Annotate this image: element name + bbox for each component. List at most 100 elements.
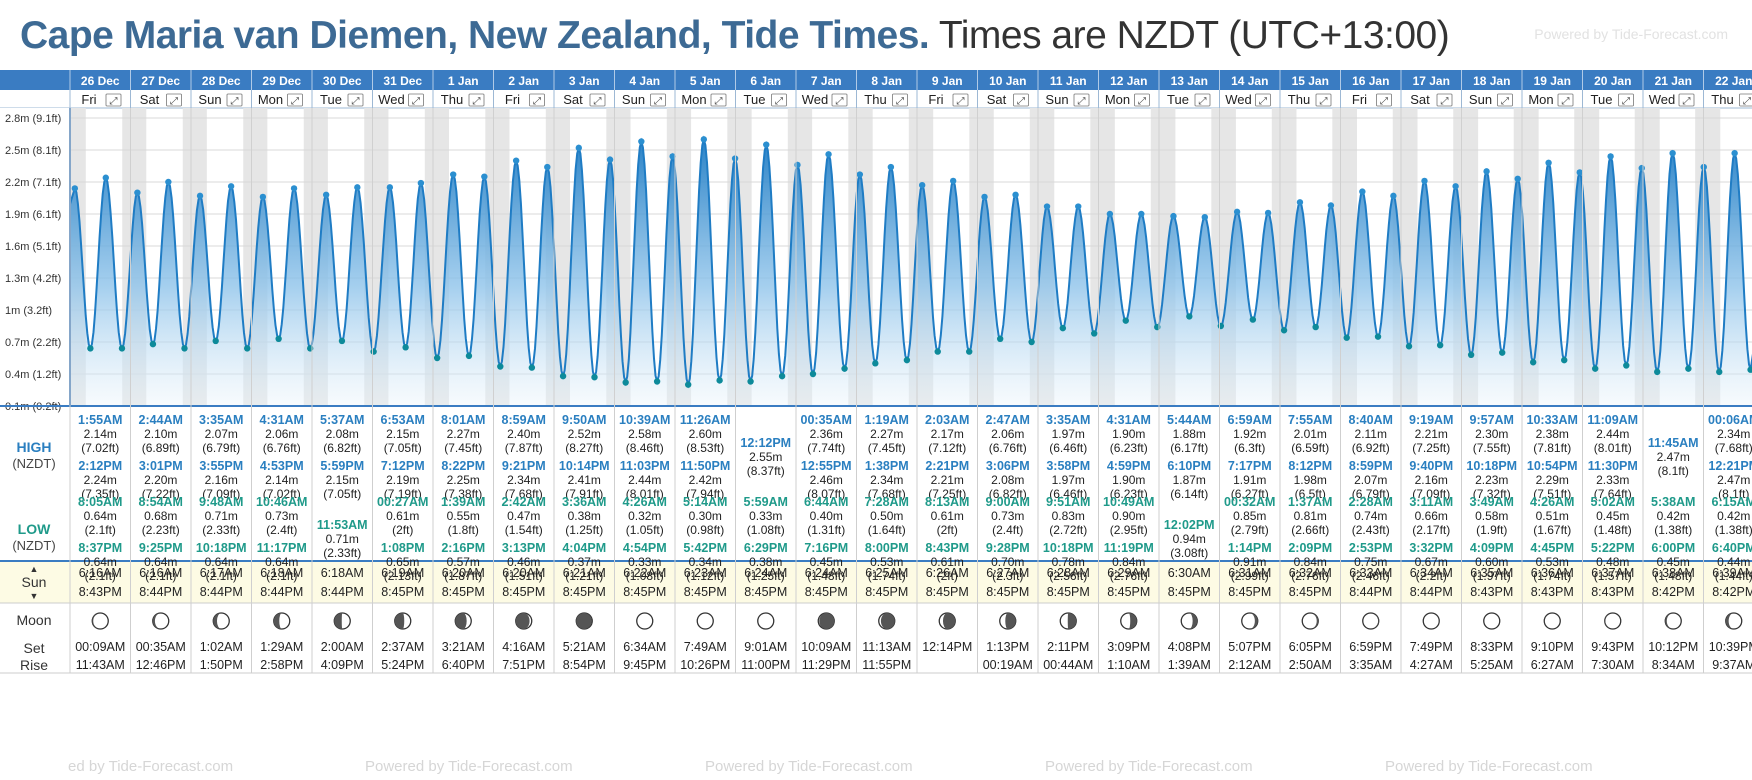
night-band <box>1271 108 1280 406</box>
low-tide-height-ft: (2.43ft) <box>1352 523 1390 537</box>
expand-day-icon <box>1376 93 1392 107</box>
low-tide-height-ft: (2.2ft) <box>1416 569 1447 583</box>
high-tide-height: 2.58m <box>628 427 661 441</box>
low-tide-height-ft: (1.64ft) <box>868 523 906 537</box>
low-tide-height-ft: (1.8ft) <box>448 523 479 537</box>
high-tide-time: 10:33AM <box>1527 413 1578 427</box>
high-tide-time: 2:47AM <box>986 413 1030 427</box>
moon-phase-shade <box>1189 613 1198 629</box>
weekday-label: Wed <box>1225 92 1252 107</box>
expand-day-icon: ⤢ <box>775 96 783 107</box>
low-tide-time: 4:26AM <box>623 495 667 509</box>
sunset-time: 8:42PM <box>1712 585 1752 599</box>
sunset-time: 8:45PM <box>1107 585 1150 599</box>
high-tide-time: 4:31AM <box>1107 413 1151 427</box>
high-tide-height-ft: (6.76ft) <box>989 441 1027 455</box>
low-tide-point <box>1059 324 1067 332</box>
footer-watermark: Powered by Tide-Forecast.com <box>1385 758 1593 775</box>
weekday-label: Thu <box>864 92 886 107</box>
high-tide-height: 2.19m <box>386 473 419 487</box>
low-tide-height: 0.45m <box>810 555 843 569</box>
moon-rise-time: 5:24PM <box>381 658 424 672</box>
low-tide-height: 0.75m <box>1354 555 1387 569</box>
high-tide-time: 00:35AM <box>801 413 852 427</box>
low-tide-point <box>244 345 251 352</box>
high-tide-height-ft: (6.76ft) <box>263 441 301 455</box>
date-label: 11 Jan <box>1050 74 1087 88</box>
high-tide-height: 2.10m <box>144 427 177 441</box>
low-tide-time: 4:26AM <box>1530 495 1574 509</box>
high-tide-height: 2.08m <box>326 427 359 441</box>
date-label: 21 Jan <box>1655 74 1692 88</box>
high-tide-time: 3:01PM <box>139 459 183 473</box>
low-tide-point <box>1436 342 1444 349</box>
sunset-time: 8:45PM <box>926 585 969 599</box>
expand-day-icon <box>1497 93 1513 107</box>
high-tide-height-ft: (8.07ft) <box>807 487 845 501</box>
moon-set-time: 5:07PM <box>1228 640 1271 654</box>
low-tide-time: 10:46AM <box>256 495 307 509</box>
moon-set-time: 9:43PM <box>1591 640 1634 654</box>
low-tide-time: 2:16PM <box>441 541 485 555</box>
high-tide-height-ft: (6.92ft) <box>1352 441 1390 455</box>
high-tide-point <box>575 144 582 152</box>
high-tide-point <box>949 177 957 185</box>
high-tide-height-ft: (6.82ft) <box>323 441 361 455</box>
night-band <box>908 108 917 406</box>
y-tick-label: 1.6m (5.1ft) <box>5 241 61 253</box>
high-tide-time: 10:39AM <box>619 413 670 427</box>
low-tide-height: 0.50m <box>870 509 903 523</box>
low-tide-point <box>591 374 598 381</box>
high-tide-height-ft: (7.94ft) <box>686 487 724 501</box>
moon-rise-time: 1:10AM <box>1107 658 1150 672</box>
expand-day-icon <box>1678 93 1695 107</box>
low-tide-height-ft: (1.08ft) <box>747 523 785 537</box>
low-tide-point <box>118 345 126 352</box>
low-tide-height: 0.84m <box>1294 555 1327 569</box>
y-tick-label: 0.4m (1.2ft) <box>5 369 61 381</box>
high-tide-height: 2.07m <box>205 427 238 441</box>
high-tide-point <box>322 191 330 198</box>
low-tide-time: 9:00AM <box>986 495 1030 509</box>
tide-line <box>70 135 1752 389</box>
sunset-time: 8:45PM <box>442 585 485 599</box>
location-title: Cape Maria van Diemen, New Zealand, Tide… <box>20 14 930 57</box>
moon-rise-time: 4:09PM <box>321 658 364 672</box>
low-tide-height-ft: (1.67ft) <box>1533 523 1571 537</box>
low-tide-point <box>778 372 786 380</box>
expand-day-icon: ⤢ <box>1199 96 1207 107</box>
moon-rise-time: 11:43AM <box>76 658 125 672</box>
low-tide-point <box>716 377 723 384</box>
high-tide-height-ft: (7.09ft) <box>1412 487 1450 501</box>
high-tide-time: 2:03AM <box>925 413 969 427</box>
low-tide-height-ft: (1.08ft) <box>626 569 664 583</box>
sunrise-time: 6:28AM <box>1047 566 1090 580</box>
weekday-label: Fri <box>505 92 520 107</box>
expand-day-icon <box>347 93 364 107</box>
high-tide-height-ft: (7.19ft) <box>384 487 422 501</box>
high-tide-point <box>1075 203 1082 210</box>
low-tide-time: 3:36AM <box>562 495 606 509</box>
low-tide-height: 0.64m <box>144 555 177 569</box>
high-tide-time: 11:09AM <box>1587 413 1638 427</box>
night-band <box>969 108 978 406</box>
high-tide-height: 2.34m <box>1717 427 1750 441</box>
low-tide-height-ft: (2ft) <box>937 569 958 583</box>
high-tide-time: 8:59PM <box>1349 459 1393 473</box>
sunset-time: 8:43PM <box>1531 585 1574 599</box>
expand-day-icon: ⤢ <box>110 96 118 107</box>
low-row-tz: (NZDT) <box>12 538 55 553</box>
low-tide-time: 11:17PM <box>257 541 307 555</box>
low-tide-point <box>465 352 473 360</box>
night-band <box>1211 108 1220 406</box>
low-tide-height-ft: (2.1ft) <box>145 569 176 583</box>
high-tide-point <box>290 185 298 192</box>
high-tide-height: 2.08m <box>991 473 1024 487</box>
date-label: 19 Jan <box>1534 74 1571 88</box>
low-tide-point <box>1028 338 1035 346</box>
low-tide-height-ft: (1.25ft) <box>565 523 603 537</box>
high-tide-height: 1.88m <box>1173 427 1206 441</box>
low-tide-time: 8:00PM <box>865 541 909 555</box>
high-tide-height-ft: (6.82ft) <box>989 487 1027 501</box>
moon-phase-shade <box>515 613 530 629</box>
